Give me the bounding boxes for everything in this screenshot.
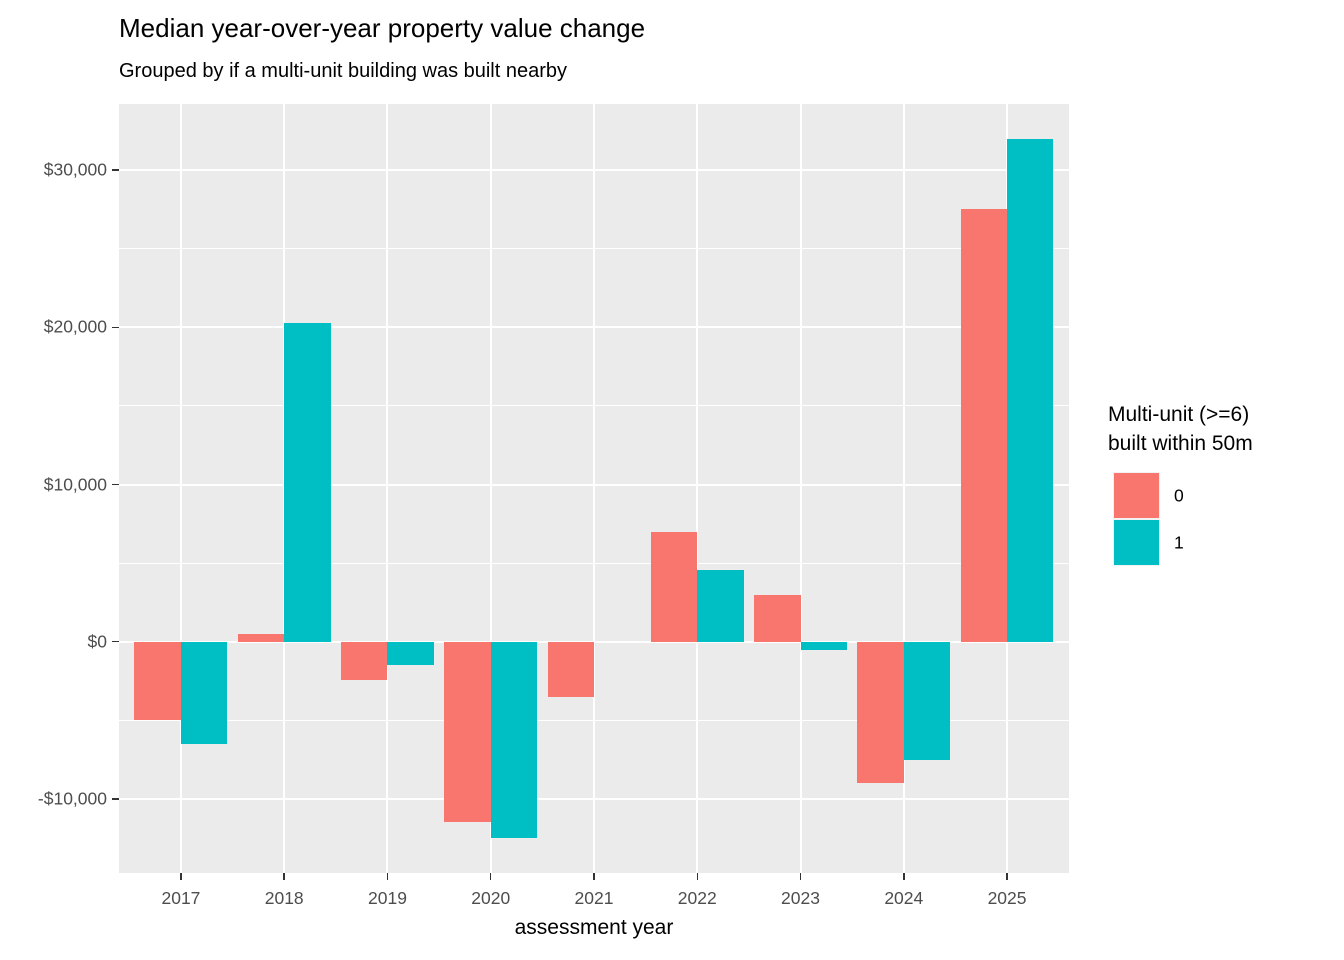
y-tick-mark [112,326,119,329]
x-tick-label: 2019 [368,888,407,908]
chart-subtitle: Grouped by if a multi-unit building was … [119,60,568,82]
x-tick-mark [386,873,389,880]
gridline-major-x [386,104,389,873]
x-tick-mark [283,873,285,880]
y-tick-label: $30,000 [43,159,107,180]
legend-title-line1: Multi-unit (>=6) [1108,403,1250,426]
bar-2019-series-0 [341,641,388,681]
y-tick-label: $10,000 [43,474,107,494]
y-tick-mark [112,640,119,643]
x-tick-label: 2024 [884,888,924,908]
bar-2018-series-0 [237,633,285,642]
x-axis-title: assessment year [514,916,674,939]
legend-label-series-0: 0 [1174,485,1184,505]
gridline-major-x [489,104,492,873]
bar-2020-series-0 [444,641,491,823]
gridline-major-x [179,104,182,873]
x-tick-label: 2017 [161,888,201,908]
x-tick-label: 2022 [677,888,717,908]
bar-2025-series-0 [960,209,1008,642]
x-tick-label: 2021 [574,888,614,908]
plot-panel [119,104,1069,873]
legend-title: Multi-unit (>=6) built within 50m [1108,400,1338,458]
legend-title-line2: built within 50m [1108,432,1253,455]
gridline-major-x [593,104,595,873]
x-tick-mark [593,873,595,880]
x-tick-mark [903,873,905,880]
bar-2022-series-1 [697,570,744,642]
y-tick-mark [112,169,119,171]
bar-2017-series-1 [180,641,228,744]
bar-2022-series-0 [650,531,698,642]
bar-2021-series-0 [547,641,594,697]
x-tick-label: 2025 [987,888,1027,908]
x-tick-mark [489,873,492,880]
bar-2018-series-1 [284,323,331,642]
legend-item-0: 0 [1113,472,1338,519]
gridline-major-x [696,104,699,873]
bar-2020-series-1 [490,641,538,839]
legend: Multi-unit (>=6) built within 50m 0 1 [1108,400,1338,566]
gridline-major-x [902,104,905,873]
chart-title: Median year-over-year property value cha… [119,13,646,43]
legend-swatch-series-1 [1114,520,1159,565]
bar-2023-series-1 [800,641,847,651]
gridline-major-x [799,104,802,873]
y-tick-label: $0 [87,631,107,652]
legend-label-series-1: 1 [1174,532,1184,552]
y-tick-mark [112,798,119,800]
y-tick-mark [112,483,119,486]
bar-2024-series-1 [903,641,951,761]
bar-2024-series-0 [857,641,904,784]
legend-items: 0 1 [1108,472,1338,566]
x-tick-mark [1006,873,1008,880]
y-tick-label: $20,000 [43,316,107,337]
x-tick-mark [180,873,182,880]
x-tick-label: 2023 [781,888,820,908]
x-tick-label: 2020 [471,888,511,908]
x-tick-mark [799,873,802,880]
bar-2017-series-0 [134,641,181,721]
legend-item-1: 1 [1113,519,1338,566]
bar-2025-series-1 [1007,138,1054,642]
x-tick-mark [696,873,698,880]
y-tick-label: -$10,000 [37,788,107,809]
bar-2019-series-1 [387,641,434,666]
legend-swatch-series-0 [1114,473,1159,518]
x-tick-label: 2018 [264,888,304,908]
bar-2023-series-0 [754,594,801,642]
